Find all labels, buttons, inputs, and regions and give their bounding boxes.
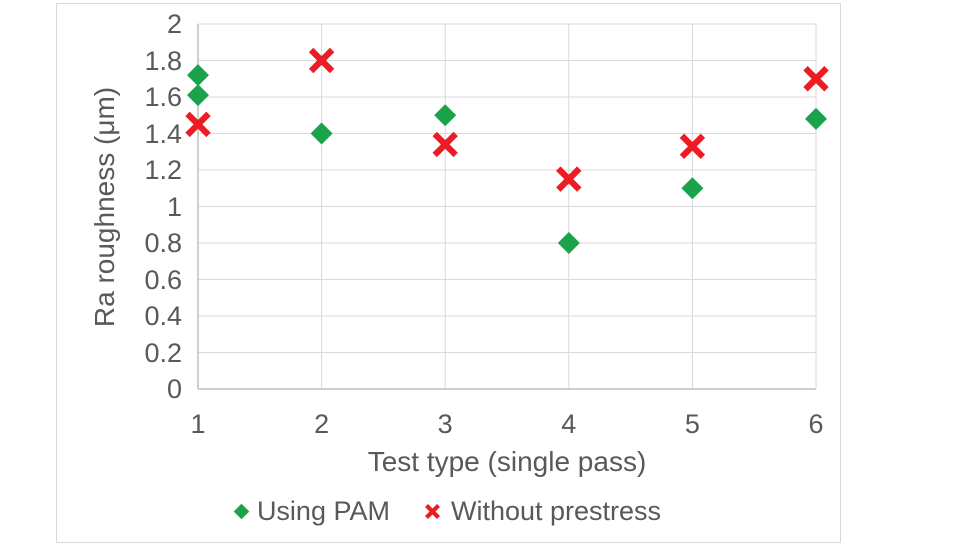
chart-frame: Ra roughness (μm) 0 0.2 0.4 0.6 0.8 1 1.2 1.4 1.… bbox=[56, 3, 841, 543]
data-point-diamond bbox=[557, 232, 580, 254]
legend-label: Using PAM bbox=[256, 496, 390, 526]
y-tick-label: 1 bbox=[166, 191, 182, 222]
y-tick-label: 0.8 bbox=[144, 228, 182, 258]
data-point-x bbox=[679, 133, 706, 159]
x-tick-label: 1 bbox=[190, 409, 206, 439]
data-point-x bbox=[803, 66, 829, 92]
x-tick-label: 5 bbox=[684, 409, 700, 439]
x-tick-label: 2 bbox=[314, 409, 330, 439]
plot-svg bbox=[185, 23, 829, 390]
x-axis-title: Test type (single pass) bbox=[367, 446, 647, 477]
legend: Using PAM Without prestress bbox=[57, 496, 840, 526]
x-marker-icon bbox=[424, 503, 441, 520]
data-point-diamond bbox=[310, 122, 333, 145]
y-tick-label: 1.4 bbox=[144, 118, 182, 149]
data-point-diamond bbox=[681, 177, 704, 200]
diamond-marker-icon bbox=[233, 503, 250, 519]
data-point-x bbox=[185, 111, 211, 138]
y-tick-label: 0 bbox=[166, 374, 182, 404]
legend-entry-using-pam: Using PAM bbox=[233, 496, 390, 526]
data-point-diamond bbox=[434, 104, 457, 127]
x-tick-label: 6 bbox=[808, 409, 824, 439]
data-point-x bbox=[432, 131, 458, 158]
x-tick-label: 4 bbox=[561, 409, 577, 439]
legend-label: Without prestress bbox=[450, 496, 662, 526]
y-tick-label: 1.8 bbox=[144, 45, 182, 76]
y-tick-label: 0.4 bbox=[144, 301, 182, 331]
y-tick-label: 1.6 bbox=[144, 82, 182, 112]
x-tick-label: 3 bbox=[437, 409, 453, 439]
data-point-diamond bbox=[187, 64, 209, 87]
plot-area bbox=[185, 23, 829, 390]
data-point-diamond bbox=[187, 84, 209, 107]
y-tick-label: 0.6 bbox=[144, 264, 182, 295]
data-point-diamond bbox=[805, 107, 827, 130]
y-tick-label: 2 bbox=[166, 9, 182, 39]
legend-entry-without-prestress: Without prestress bbox=[424, 496, 661, 526]
y-tick-label: 0.2 bbox=[144, 337, 182, 368]
y-tick-label: 1.2 bbox=[144, 155, 182, 185]
data-point-x bbox=[308, 47, 335, 74]
data-point-x bbox=[556, 166, 582, 192]
legend-x-path bbox=[424, 503, 440, 519]
